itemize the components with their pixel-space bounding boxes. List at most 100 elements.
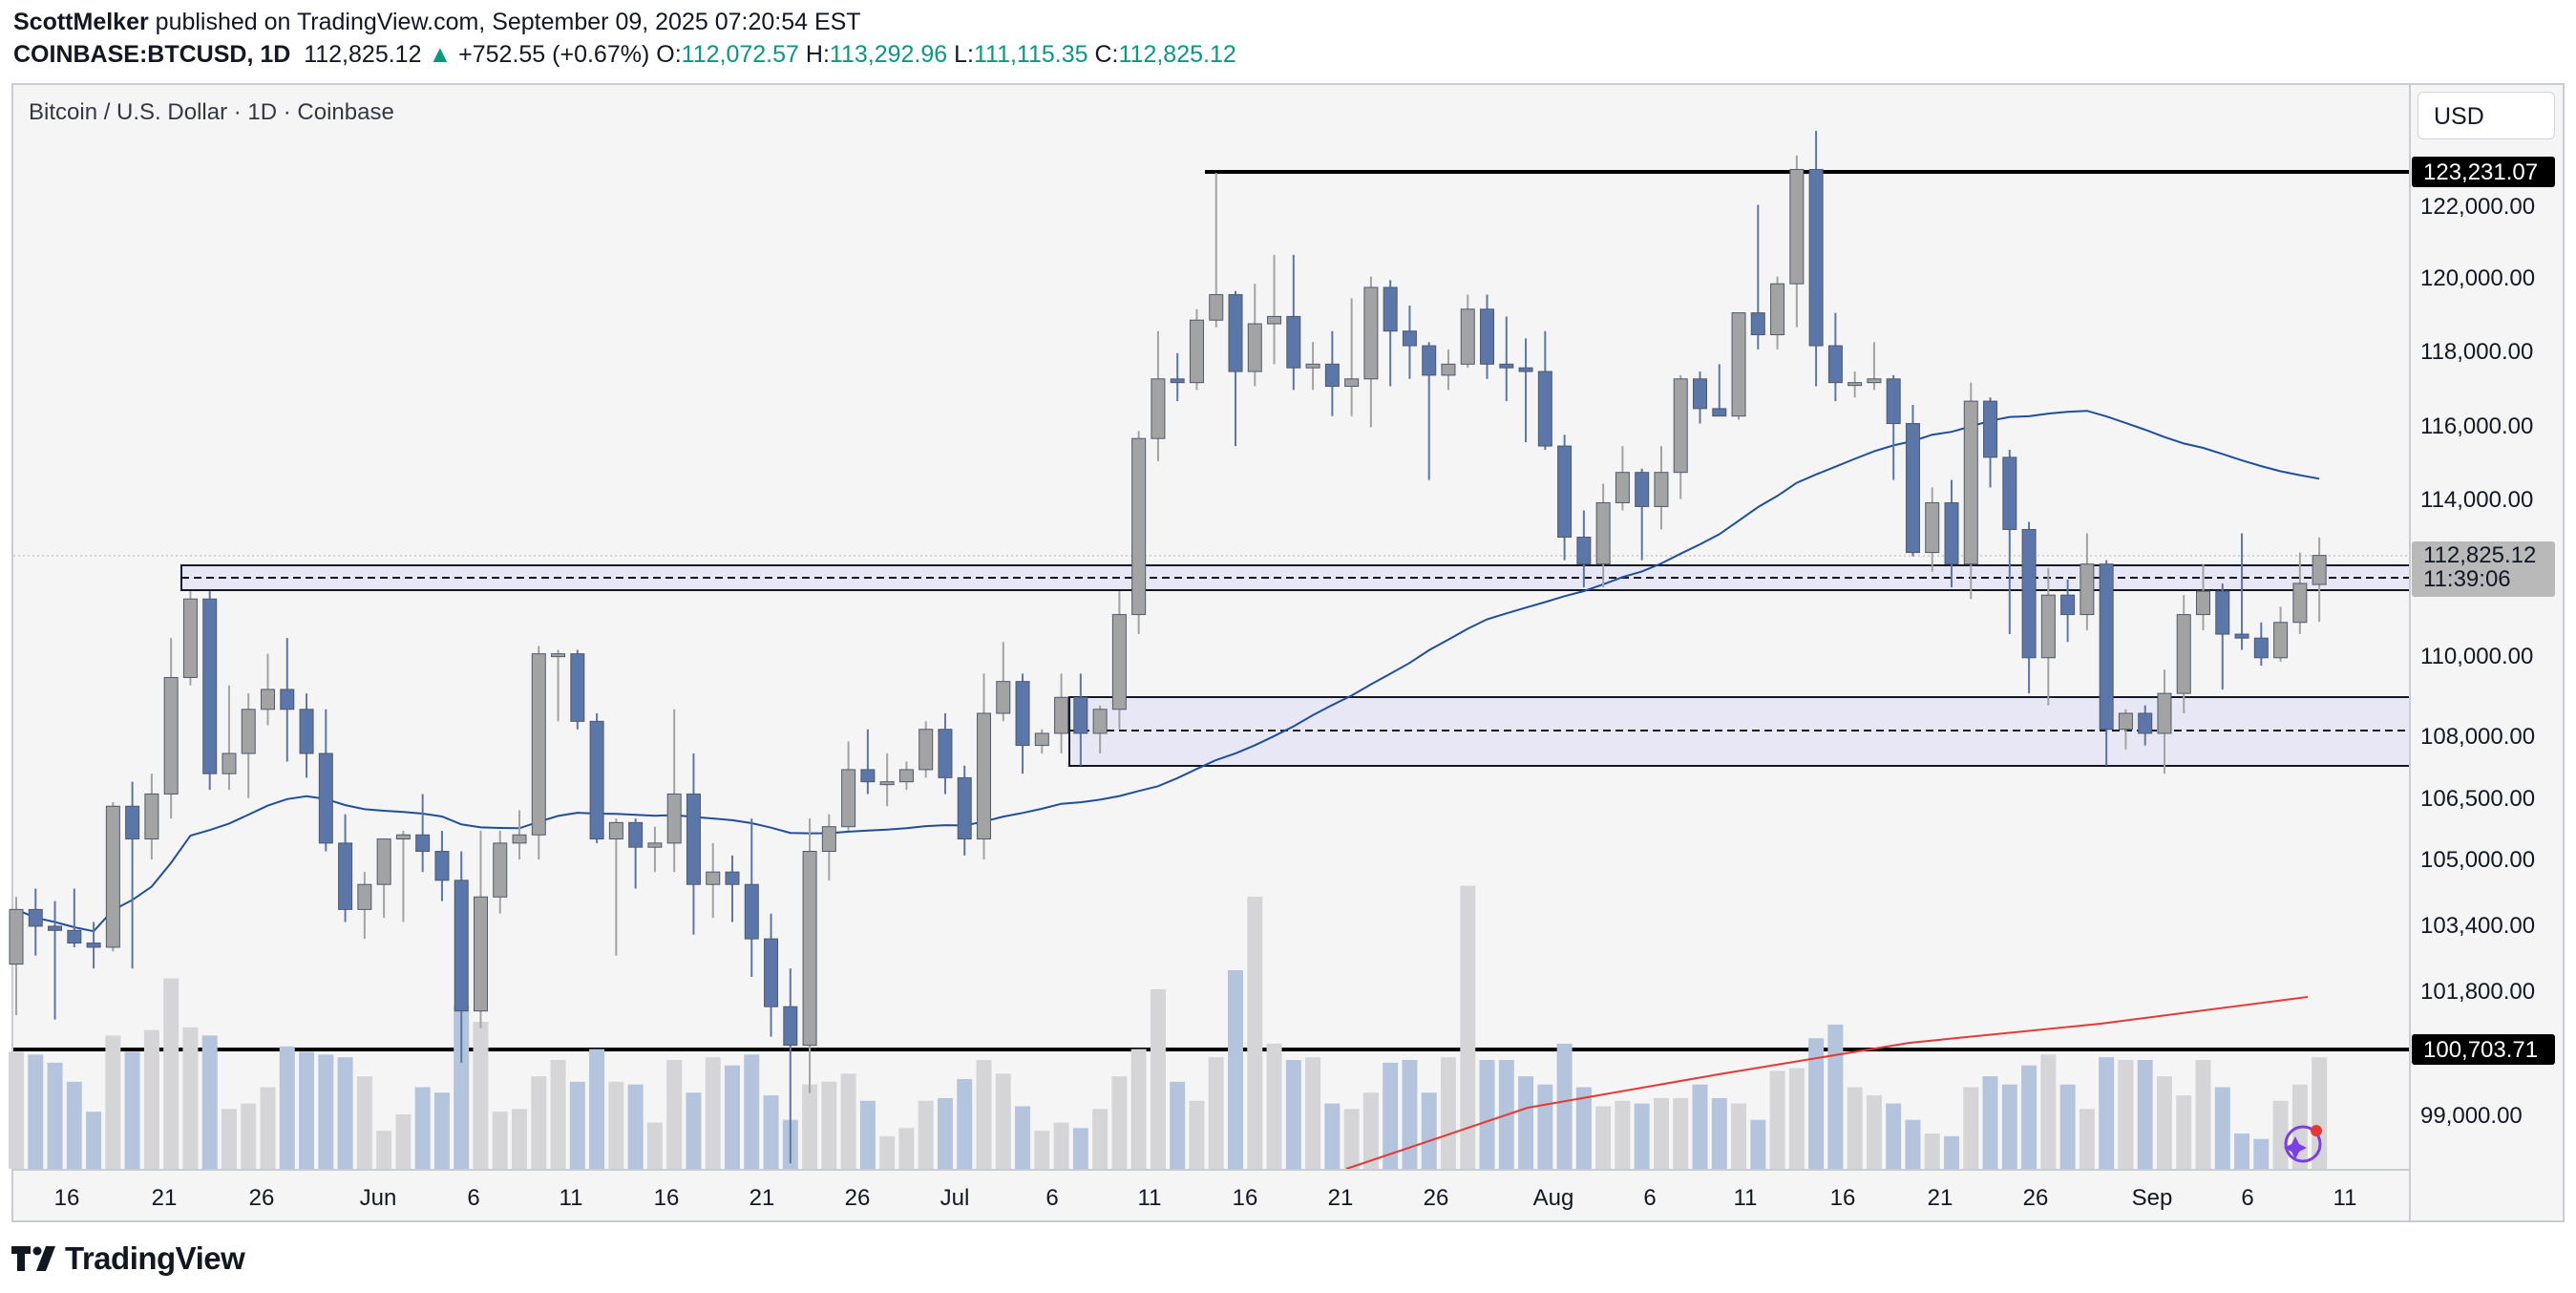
candle-body (1054, 696, 1069, 734)
plot-area (9, 131, 2411, 1170)
volume-bar (1034, 1131, 1050, 1169)
x-tick-label: 6 (1045, 1185, 1058, 1211)
symbol-interval: COINBASE:BTCUSD, 1D (13, 41, 291, 68)
volume-bar (1982, 1076, 1998, 1169)
volume-bar (1362, 1092, 1379, 1169)
candle-body (1131, 437, 1147, 616)
ma-blue-line (15, 410, 2320, 933)
x-tick-label: 11 (1734, 1185, 1758, 1211)
tradingview-logo[interactable]: TradingView (11, 1240, 245, 1278)
candle-body (1770, 283, 1785, 336)
x-tick-label: 21 (152, 1185, 178, 1211)
candle-body (860, 769, 876, 783)
candle-body (821, 826, 836, 853)
y-tick-label: 103,400.00 (2420, 913, 2535, 939)
volume-bar (1653, 1097, 1669, 1169)
candle-body (67, 929, 82, 944)
candle-body (706, 871, 721, 885)
volume-bar (1788, 1068, 1805, 1169)
candle-body (1151, 378, 1166, 439)
candle-body (1557, 445, 1573, 538)
candle-body (144, 793, 159, 840)
candle-body (434, 851, 450, 881)
volume-bar (2214, 1087, 2230, 1169)
candle-body (802, 851, 817, 1047)
ai-assistant-icon[interactable] (2284, 1125, 2322, 1163)
resistance-price-label-bg (2412, 157, 2555, 187)
volume-bar (1460, 885, 1476, 1169)
chart-legend-title[interactable]: Bitcoin / U.S. Dollar · 1D · Coinbase (29, 99, 394, 125)
x-tick-label: 26 (2023, 1185, 2049, 1211)
candle-body (125, 805, 140, 840)
volume-bar (550, 1060, 566, 1169)
y-tick-label: 120,000.00 (2420, 265, 2535, 291)
currency-button[interactable]: USD (2418, 92, 2555, 139)
price-change: +752.55 (+0.67%) (458, 41, 650, 68)
candle-body (1402, 330, 1417, 347)
volume-bar (763, 1095, 779, 1169)
volume-bar (28, 1054, 44, 1169)
candle-body (2118, 712, 2133, 731)
candle-body (376, 838, 391, 885)
candle-body (1460, 308, 1475, 365)
volume-bar (879, 1135, 896, 1169)
volume-bar (1383, 1062, 1399, 1169)
volume-bar (260, 1087, 276, 1169)
volume-bar (433, 1092, 450, 1169)
candle-body (628, 821, 644, 848)
author-name[interactable]: ScottMelker (13, 9, 149, 35)
candle-body (1324, 363, 1340, 388)
countdown-label: 11:39:06 (2423, 566, 2511, 592)
volume-bar (995, 1073, 1011, 1169)
volume-bar (686, 1092, 702, 1169)
support-price-label-bg (2412, 1034, 2555, 1065)
volume-bar (1130, 1049, 1147, 1169)
candle-body (318, 752, 333, 844)
candle-body (589, 720, 604, 840)
x-tick-label: 21 (1328, 1185, 1354, 1211)
candle-body (1209, 294, 1224, 321)
candle-body (1576, 536, 1592, 565)
volume-bar (473, 1022, 489, 1169)
chart-frame[interactable] (11, 83, 2565, 1222)
volume-bar (124, 1051, 140, 1169)
x-tick-label: Aug (1533, 1185, 1574, 1211)
volume-bar (1556, 1043, 1573, 1169)
candle-body (105, 805, 120, 948)
volume-bar (163, 978, 179, 1169)
candle-body (1267, 315, 1282, 325)
volume-bar (1402, 1060, 1418, 1169)
volume-bar (744, 1054, 760, 1169)
candle-body (879, 781, 895, 786)
candle-body (2196, 590, 2211, 616)
candle-body (512, 834, 527, 844)
volume-bar (1479, 1060, 1495, 1169)
volume-bar (9, 1051, 24, 1169)
candle-body (241, 709, 256, 754)
candle-body (918, 729, 934, 771)
volume-bar (2079, 1109, 2095, 1169)
volume-bar (705, 1057, 721, 1169)
volume-bar (1692, 1084, 1708, 1169)
candle-body (2040, 594, 2056, 659)
candle-body (1480, 308, 1495, 365)
candle-body (202, 598, 218, 774)
x-tick-label: 16 (654, 1185, 680, 1211)
volume-bar (531, 1076, 547, 1169)
volume-bar (1905, 1119, 1921, 1169)
candle-body (163, 676, 179, 795)
candle-body (1015, 681, 1030, 747)
volume-bar (1092, 1109, 1109, 1169)
candle-body (1228, 294, 1243, 372)
candle-body (1750, 312, 1765, 336)
volume-bar (1537, 1084, 1553, 1169)
volume-bar (1769, 1070, 1785, 1169)
candle-body (1073, 696, 1088, 734)
candle-body (1925, 501, 1940, 554)
volume-bar (221, 1109, 237, 1169)
volume-bar (1285, 1060, 1301, 1169)
volume-bar (1847, 1087, 1863, 1169)
volume-bar (279, 1046, 295, 1169)
volume-bar (2099, 1057, 2115, 1169)
